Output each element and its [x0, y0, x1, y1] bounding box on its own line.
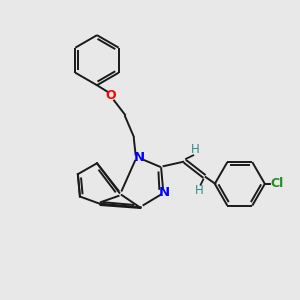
Text: O: O: [105, 89, 116, 102]
Text: H: H: [195, 184, 204, 197]
Text: H: H: [190, 143, 199, 157]
Text: N: N: [134, 151, 145, 164]
Text: Cl: Cl: [271, 177, 284, 190]
Text: N: N: [158, 186, 169, 199]
